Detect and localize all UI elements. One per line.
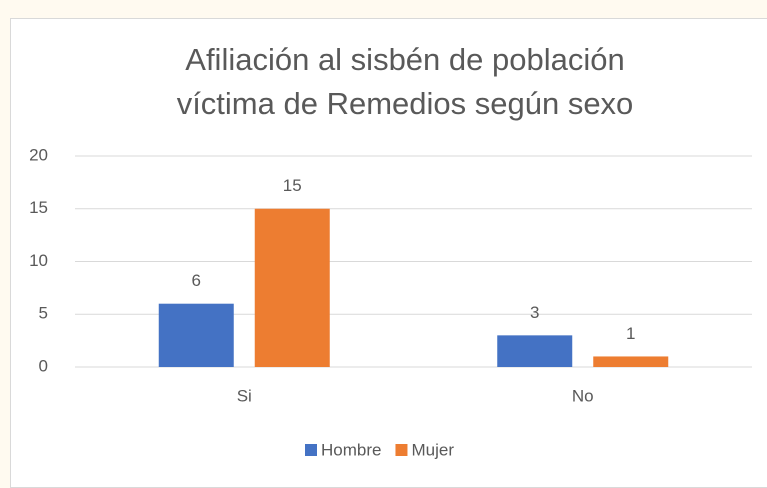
chart-area (10, 18, 767, 488)
bar (254, 208, 330, 367)
data-label: 6 (192, 271, 201, 290)
y-tick-label: 15 (29, 198, 48, 217)
data-label: 3 (530, 303, 539, 322)
data-label: 15 (283, 176, 302, 195)
x-tick-label: Si (237, 386, 252, 405)
legend-swatch (395, 444, 408, 456)
y-tick-label: 10 (29, 251, 48, 270)
legend-swatch (305, 444, 317, 456)
y-tick-label: 20 (29, 145, 48, 164)
legend-label: Mujer (411, 440, 454, 459)
bar (158, 303, 234, 367)
x-tick-label: No (572, 386, 594, 405)
y-tick-label: 0 (39, 356, 48, 375)
data-label: 1 (626, 324, 635, 343)
legend-label: Hombre (321, 440, 381, 459)
y-tick-label: 5 (39, 304, 48, 323)
bar (593, 356, 669, 367)
chart-title: Afiliación al sisbén de población víctim… (176, 42, 634, 121)
bar (497, 335, 573, 367)
